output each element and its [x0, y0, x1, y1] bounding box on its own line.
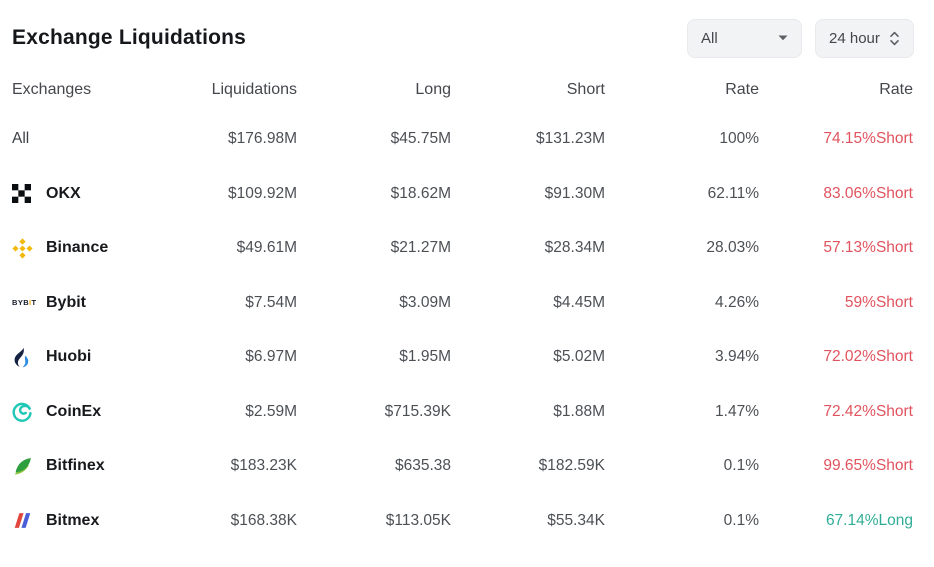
table-row: BYBIT Bybit $7.54M $3.09M $4.45M 4.26% 5…	[12, 276, 913, 331]
short-value: $1.88M	[553, 402, 605, 420]
liquidations-value: $49.61M	[236, 239, 297, 257]
liquidations-value: $168.38K	[230, 511, 297, 529]
liquidations-value: $109.92M	[228, 184, 297, 202]
coin-filter-dropdown[interactable]: All	[687, 18, 802, 58]
liquidations-value: $7.54M	[245, 293, 297, 311]
long-value: $3.09M	[399, 293, 451, 311]
page-title: Exchange Liquidations	[12, 26, 247, 49]
time-range-value: 24 hour	[829, 29, 880, 47]
exchange-cell: OKX	[12, 183, 143, 205]
exchange-cell: Huobi	[12, 346, 143, 368]
exchange-name: All	[12, 130, 30, 148]
long-short-ratio-value: 57.13%Short	[823, 239, 913, 257]
table-row: Huobi $6.97M $1.95M $5.02M 3.94% 72.02%S…	[12, 330, 913, 385]
caret-down-icon	[778, 35, 788, 41]
exchange-cell: BYBIT Bybit	[12, 292, 143, 314]
time-range-dropdown[interactable]: 24 hour	[815, 18, 914, 58]
header-liquidations: Liquidations	[211, 81, 297, 98]
bybit-icon: BYBIT	[12, 298, 37, 308]
short-value: $4.45M	[553, 293, 605, 311]
long-short-ratio-value: 83.06%Short	[823, 184, 913, 202]
table-row: All $176.98M $45.75M $131.23M 100% 74.15…	[12, 112, 913, 167]
header-rate: Rate	[725, 81, 759, 98]
table-row: CoinEx $2.59M $715.39K $1.88M 1.47% 72.4…	[12, 385, 913, 440]
rate-value: 28.03%	[706, 239, 759, 257]
header-rate-ratio: Rate	[879, 81, 913, 98]
exchange-name: Bybit	[46, 293, 86, 311]
table-row: Binance $49.61M $21.27M $28.34M 28.03% 5…	[12, 221, 913, 276]
long-value: $635.38	[394, 457, 451, 475]
exchange-cell: Bitmex	[12, 510, 143, 532]
short-value: $182.59K	[538, 457, 605, 475]
short-value: $91.30M	[544, 184, 605, 202]
long-value: $715.39K	[384, 402, 451, 420]
liquidations-table: Exchanges Liquidations Long Short Rate R…	[0, 68, 934, 548]
exchange-name: OKX	[46, 184, 81, 202]
short-value: $55.34K	[547, 511, 605, 529]
long-value: $1.95M	[399, 348, 451, 366]
liquidations-value: $6.97M	[245, 348, 297, 366]
long-short-ratio-value: 59%Short	[844, 293, 913, 311]
rate-value: 3.94%	[715, 348, 759, 366]
table-row: OKX $109.92M $18.62M $91.30M 62.11% 83.0…	[12, 167, 913, 222]
long-short-ratio-value: 72.42%Short	[823, 402, 913, 420]
exchange-cell: Bitfinex	[12, 455, 143, 477]
binance-icon	[12, 237, 36, 259]
header-short: Short	[566, 81, 605, 98]
header-exchanges: Exchanges	[12, 81, 92, 98]
table-row: Bitfinex $183.23K $635.38 $182.59K 0.1% …	[12, 439, 913, 494]
long-value: $45.75M	[390, 130, 451, 148]
long-value: $21.27M	[390, 239, 451, 257]
liquidations-value: $176.98M	[228, 130, 297, 148]
long-value: $18.62M	[390, 184, 451, 202]
table-header-row: Exchanges Liquidations Long Short Rate R…	[12, 68, 913, 112]
liquidations-value: $183.23K	[230, 457, 297, 475]
rate-value: 4.26%	[715, 293, 759, 311]
exchange-name: Huobi	[46, 348, 92, 366]
unfold-icon	[890, 31, 899, 45]
exchange-cell: Binance	[12, 237, 143, 259]
long-short-ratio-value: 99.65%Short	[823, 457, 913, 475]
short-value: $5.02M	[553, 348, 605, 366]
coin-filter-value: All	[701, 29, 718, 47]
table-body: All $176.98M $45.75M $131.23M 100% 74.15…	[12, 112, 913, 548]
table-row: Bitmex $168.38K $113.05K $55.34K 0.1% 67…	[12, 494, 913, 549]
exchange-cell: CoinEx	[12, 401, 143, 423]
long-short-ratio-value: 72.02%Short	[823, 348, 913, 366]
exchange-name: Bitmex	[46, 511, 100, 529]
rate-value: 62.11%	[707, 184, 759, 202]
short-value: $28.34M	[544, 239, 605, 257]
bitmex-icon	[12, 510, 36, 532]
exchange-name: Bitfinex	[46, 457, 105, 475]
rate-value: 1.47%	[715, 402, 759, 420]
rate-value: 0.1%	[723, 511, 759, 529]
exchange-name: Binance	[46, 239, 109, 257]
long-value: $113.05K	[385, 511, 451, 529]
okx-icon	[12, 183, 36, 205]
long-short-ratio-value: 74.15%Short	[823, 130, 913, 148]
short-value: $131.23M	[536, 130, 605, 148]
long-short-ratio-value: 67.14%Long	[825, 511, 913, 529]
coinex-icon	[12, 401, 36, 423]
liquidations-value: $2.59M	[245, 402, 297, 420]
bitfinex-icon	[12, 455, 36, 477]
header-long: Long	[415, 81, 451, 98]
huobi-icon	[12, 346, 36, 368]
exchange-cell: All	[12, 130, 143, 148]
rate-value: 100%	[719, 130, 759, 148]
rate-value: 0.1%	[723, 457, 759, 475]
exchange-name: CoinEx	[46, 402, 102, 420]
filter-group: All 24 hour	[687, 18, 914, 58]
panel-header: Exchange Liquidations All 24 hour	[0, 0, 934, 68]
